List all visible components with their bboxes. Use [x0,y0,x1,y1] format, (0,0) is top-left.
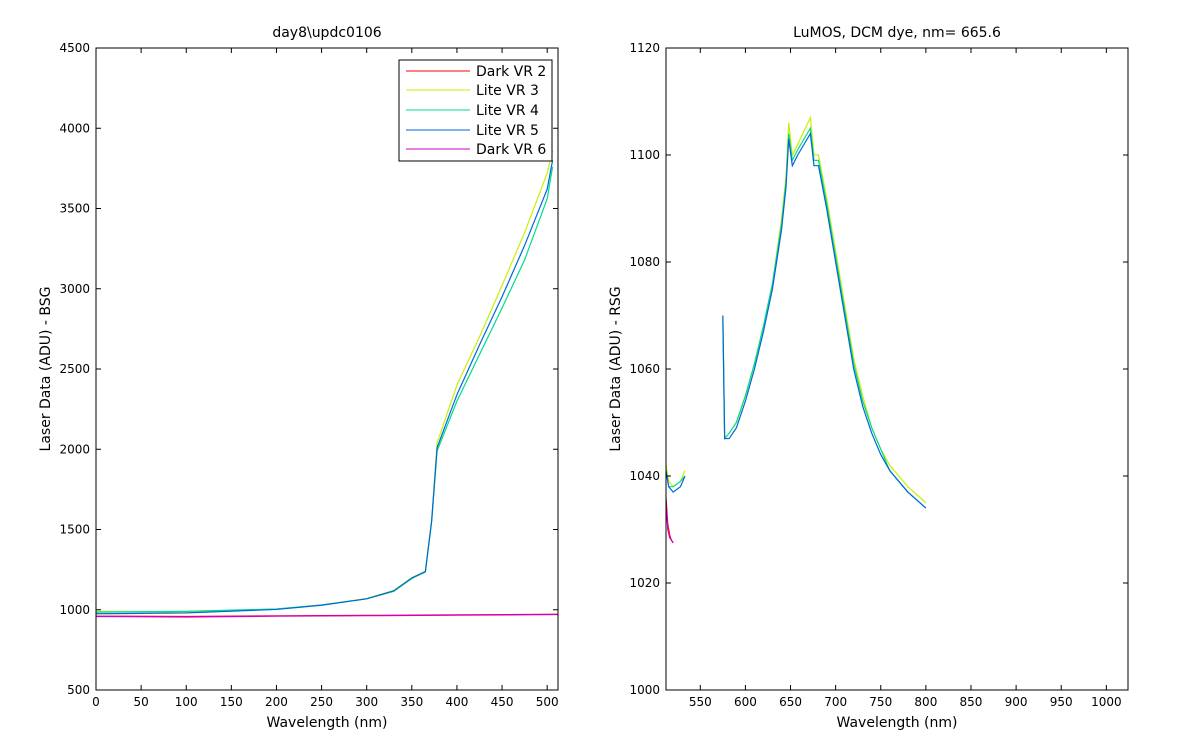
left-x-tick-label: 400 [445,695,468,709]
left-y-tick-label: 4500 [59,41,90,55]
left-x-tick-label: 500 [536,695,559,709]
left-y-tick-label: 1000 [59,603,90,617]
left-x-tick-label: 300 [355,695,378,709]
right-y-tick-label: 1000 [629,683,660,697]
right-x-tick-label: 700 [824,695,847,709]
left-series-layer [96,150,558,618]
legend-label-lite-vr-4: Lite VR 4 [476,103,539,119]
left-x-axis-label: Wavelength (nm) [267,715,388,731]
right-y-tick-label: 1120 [629,41,660,55]
right-x-tick-label: 850 [960,695,983,709]
legend-label-lite-vr-3: Lite VR 3 [476,83,539,99]
left-x-tick-label: 450 [491,695,514,709]
legend-label-dark-vr-6: Dark VR 6 [476,142,546,158]
left-y-tick-label: 3500 [59,202,90,216]
right-y-tick-label: 1100 [629,148,660,162]
right-x-tick-label: 550 [689,695,712,709]
right-chart: 550 600 650 700 750 800 850 900 950 1000 1000 1020 1… [608,25,1129,731]
legend-label-dark-vr-2: Dark VR 2 [476,64,546,80]
left-y-axis-label: Laser Data (ADU) - BSG [38,287,54,452]
right-x-tick-label: 750 [869,695,892,709]
right-plot-area [666,48,1128,690]
right-y-tick-label: 1080 [629,255,660,269]
left-chart-title: day8\updc0106 [272,25,381,41]
left-y-tick-label: 1500 [59,523,90,537]
left-y-tick-label: 2500 [59,362,90,376]
left-chart: 0 50 100 150 200 250 300 350 400 450 500 500 1000 150… [38,25,559,731]
left-tick-layer: 0 50 100 150 200 250 300 350 400 450 500 500 1000 150… [59,41,558,709]
left-axes-box [95,47,559,691]
right-tick-layer: 550 600 650 700 750 800 850 900 950 1000 1000 1020 1… [629,41,1128,709]
left-y-tick-label: 4000 [59,121,90,135]
left-x-tick-label: 250 [310,695,333,709]
left-y-tick-label: 2000 [59,442,90,456]
left-x-tick-label: 0 [92,695,100,709]
right-x-tick-label: 650 [779,695,802,709]
right-x-axis-label: Wavelength (nm) [837,715,958,731]
right-x-tick-label: 800 [914,695,937,709]
right-y-tick-label: 1020 [629,576,660,590]
left-y-tick-label: 500 [67,683,90,697]
right-axes-box [665,47,1129,691]
left-series-dark-vr-6 [96,613,558,618]
right-y-tick-label: 1040 [629,469,660,483]
right-x-tick-label: 600 [734,695,757,709]
left-series-lite-vr-5 [96,160,554,615]
left-x-tick-label: 350 [400,695,423,709]
right-x-tick-label: 900 [1005,695,1028,709]
left-x-tick-label: 50 [133,695,148,709]
right-x-tick-label: 1000 [1091,695,1122,709]
legend-label-lite-vr-5: Lite VR 5 [476,123,539,139]
left-x-tick-label: 100 [175,695,198,709]
left-y-tick-label: 3000 [59,282,90,296]
left-x-tick-label: 150 [220,695,243,709]
left-x-tick-label: 200 [265,695,288,709]
right-x-tick-label: 950 [1050,695,1073,709]
left-legend: Dark VR 2 Lite VR 3 Lite VR 4 Lite VR 5 … [398,59,553,162]
right-y-axis-label: Laser Data (ADU) - RSG [608,286,624,451]
right-y-tick-label: 1060 [629,362,660,376]
right-chart-title: LuMOS, DCM dye, nm= 665.6 [793,25,1001,41]
